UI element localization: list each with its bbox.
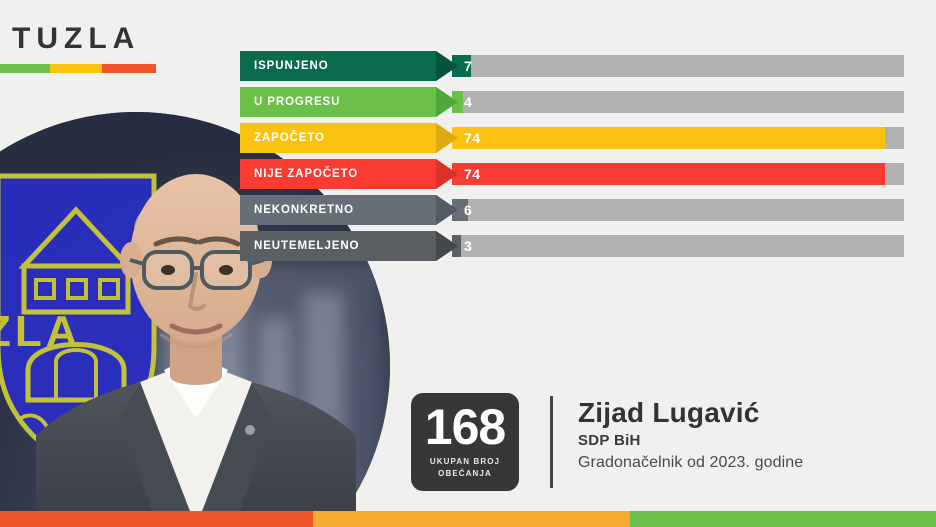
bar-track — [452, 199, 904, 221]
bar-value: 3 — [464, 238, 473, 254]
svg-text:ZLA: ZLA — [0, 307, 82, 356]
bar-value: 4 — [464, 94, 473, 110]
bar-fill — [452, 199, 468, 221]
caption-line-1: UKUPAN BROJ — [429, 457, 501, 467]
bar-label-block: NIJE ZAPOČETO — [240, 159, 458, 189]
bar-value: 6 — [464, 202, 473, 218]
footer-divider — [550, 396, 553, 488]
bar-label: NIJE ZAPOČETO — [254, 168, 359, 180]
accent-green — [0, 64, 50, 73]
portrait-photo — [36, 118, 356, 527]
person-party: SDP BiH — [578, 432, 641, 450]
page-title: TUZLA — [12, 22, 141, 55]
bar-fill — [452, 55, 471, 77]
bottom-accent-orange — [0, 511, 313, 527]
bar-value: 74 — [464, 166, 481, 182]
bar-label: ISPUNJENO — [254, 60, 329, 72]
bar-fill — [452, 163, 885, 185]
bar-row: NEUTEMELJENO 3 — [240, 231, 920, 261]
bottom-accent-green — [630, 511, 936, 527]
bar-track — [452, 55, 904, 77]
bar-fill — [452, 127, 885, 149]
bottom-accent-yellow — [313, 511, 630, 527]
bar-value: 74 — [464, 130, 481, 146]
results-bar-chart: ISPUNJENO 7 U PROGRESU 4 ZAPOČETO 74 — [240, 51, 920, 267]
accent-orange — [102, 64, 156, 73]
bar-label: ZAPOČETO — [254, 132, 325, 144]
caption-line-2: OBEĆANJA — [438, 469, 492, 478]
total-promises-count: 168 — [424, 399, 506, 456]
bar-label-block: NEUTEMELJENO — [240, 231, 458, 261]
bar-label: U PROGRESU — [254, 96, 341, 108]
person-info: Zijad Lugavić SDP BiH Gradonačelnik od 2… — [578, 398, 803, 472]
bar-row: ISPUNJENO 7 — [240, 51, 920, 81]
bar-row: NIJE ZAPOČETO 74 — [240, 159, 920, 189]
bar-label-block: ZAPOČETO — [240, 123, 458, 153]
bar-row: NEKONKRETNO 6 — [240, 195, 920, 225]
bar-label-block: U PROGRESU — [240, 87, 458, 117]
bar-label-block: NEKONKRETNO — [240, 195, 458, 225]
bar-label: NEKONKRETNO — [254, 204, 354, 216]
person-role: Gradonačelnik od 2023. godine — [578, 454, 804, 472]
person-name: Zijad Lugavić — [578, 397, 760, 428]
bar-track — [452, 235, 904, 257]
bar-label-block: ISPUNJENO — [240, 51, 458, 81]
title-accent-rule — [0, 64, 156, 73]
accent-yellow — [50, 64, 102, 73]
bar-value: 7 — [464, 58, 473, 74]
bar-row: ZAPOČETO 74 — [240, 123, 920, 153]
bar-track — [452, 91, 904, 113]
bar-label: NEUTEMELJENO — [254, 240, 360, 252]
bar-row: U PROGRESU 4 — [240, 87, 920, 117]
total-promises-caption: UKUPAN BROJ OBEĆANJA — [430, 456, 500, 479]
total-promises-badge: 168 UKUPAN BROJ OBEĆANJA — [411, 393, 519, 491]
bottom-accent-strip — [0, 511, 936, 527]
